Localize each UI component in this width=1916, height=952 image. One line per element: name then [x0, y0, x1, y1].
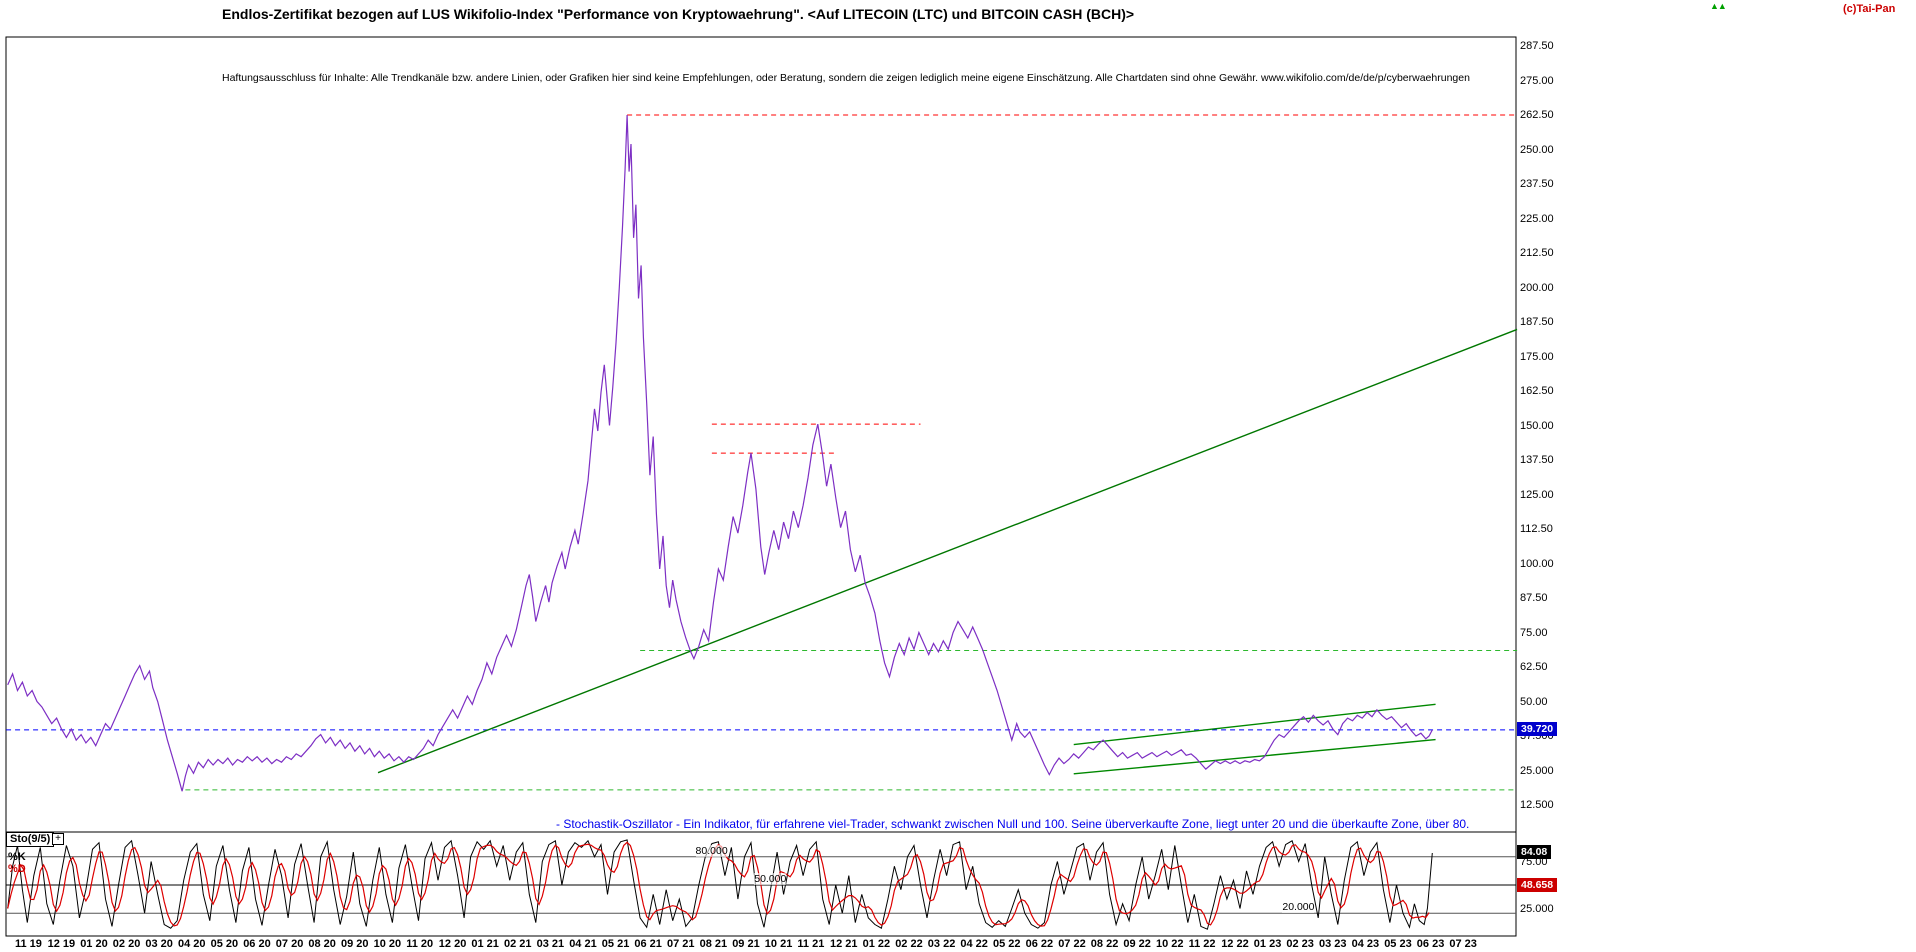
x-axis-label: 03 20: [145, 938, 173, 950]
x-axis-label: 01 20: [80, 938, 108, 950]
x-axis-label: 05 21: [601, 938, 630, 950]
x-axis-label: 01 22: [862, 938, 891, 950]
pane-frames: [5, 36, 1517, 937]
x-axis-label: 06 22: [1025, 938, 1054, 950]
x-axis-label: 10 21: [764, 938, 793, 950]
oscillator-pane-frame: [5, 831, 1517, 937]
stochastic-d-line: [7, 841, 1430, 927]
x-axis-label: 10 20: [373, 938, 402, 950]
copyright-label: (c)Tai-Pan: [1843, 3, 1896, 15]
stochastic-k-line: [7, 839, 1433, 930]
price-axis-label: 237.50: [1520, 178, 1554, 190]
x-axis-label: 03 22: [927, 938, 956, 950]
up-arrows-icon: ▲▲: [1710, 1, 1727, 11]
x-axis-label: 02 21: [504, 938, 532, 950]
price-axis-label: 87.50: [1520, 592, 1548, 604]
price-pane-frame: [5, 36, 1517, 833]
price-axis-label: 262.50: [1520, 109, 1554, 121]
x-axis-label: 12 22: [1221, 938, 1249, 950]
x-axis-label: 02 23: [1286, 938, 1314, 950]
trend-lines: [377, 328, 1518, 775]
oscillator-level-label: 80.000: [695, 844, 728, 857]
dashed-level-lines: [6, 114, 1518, 791]
oscillator-note: - Stochastik-Oszillator - Ein Indikator,…: [556, 817, 1470, 831]
x-axis-label: 05 22: [993, 938, 1021, 950]
x-axis-label: 08 21: [699, 938, 728, 950]
price-line: [7, 114, 1433, 792]
x-axis-label: 08 22: [1090, 938, 1119, 950]
price-axis-label: 100.00: [1520, 557, 1554, 570]
disclaimer-text: Haftungsausschluss für Inhalte: Alle Tre…: [222, 72, 1470, 84]
oscillator-axis-label: 25.000: [1520, 902, 1554, 915]
x-axis-label: 04 23: [1351, 938, 1380, 950]
x-axis-label: 09 20: [341, 938, 369, 950]
price-axis-label: 200.00: [1520, 281, 1554, 294]
x-axis-label: 09 21: [732, 938, 760, 950]
price-axis-label: 225.00: [1520, 212, 1554, 225]
x-axis-label: 11 22: [1188, 938, 1216, 950]
x-axis-label: 05 23: [1384, 938, 1412, 950]
x-axis-label: 01 23: [1253, 938, 1282, 950]
x-axis-label: 10 22: [1156, 938, 1184, 950]
price-axis-label: 187.50: [1520, 316, 1554, 328]
x-axis-label: 07 20: [275, 938, 304, 950]
x-axis-label: 07 23: [1449, 938, 1477, 950]
x-axis-label: 07 22: [1058, 938, 1086, 950]
oscillator-group: [6, 839, 1516, 930]
price-axis-label: 137.50: [1520, 454, 1554, 466]
x-axis-label: 11 20: [406, 938, 434, 950]
x-axis-label: 02 22: [895, 938, 923, 950]
x-axis-label: 01 21: [471, 938, 499, 950]
price-axis-label: 50.00: [1520, 695, 1548, 708]
trend-line: [1073, 738, 1436, 775]
k-series-label: %K: [8, 851, 26, 863]
x-axis-label: 02 20: [112, 938, 141, 950]
d-value-badge: 48.658: [1517, 878, 1558, 893]
price-axis-label: 162.50: [1520, 385, 1554, 397]
trend-line: [377, 328, 1518, 774]
k-value-badge: 84.08: [1517, 844, 1552, 859]
x-axis-label: 07 21: [667, 938, 695, 950]
x-axis-label: 12 19: [47, 938, 76, 950]
x-axis-label: 04 20: [178, 938, 206, 950]
x-axis-label: 11 21: [797, 938, 825, 950]
oscillator-level-label: 50.000: [754, 873, 787, 885]
x-axis-label: 04 22: [960, 938, 988, 950]
x-axis-label: 08 20: [308, 938, 336, 950]
x-axis-label: 06 21: [634, 938, 662, 950]
x-axis-label: 09 22: [1123, 938, 1151, 950]
price-axis-label: 125.00: [1520, 488, 1554, 501]
indicator-label[interactable]: Sto(9/5): [6, 832, 55, 847]
d-series-label: %D: [8, 863, 26, 875]
trend-line: [1073, 703, 1436, 746]
oscillator-level-label: 20.000: [1282, 901, 1315, 914]
x-axis-label: 06 20: [243, 938, 271, 950]
x-axis-label: 12 20: [438, 938, 467, 950]
expand-indicator-button[interactable]: +: [52, 833, 64, 845]
x-axis-label: 04 21: [569, 938, 597, 950]
price-axis-label: 150.00: [1520, 419, 1554, 432]
price-axis-label: 287.50: [1520, 40, 1554, 52]
price-line-group: [7, 114, 1433, 792]
x-axis-label: 03 23: [1319, 938, 1347, 950]
price-axis-label: 25.000: [1520, 764, 1554, 777]
price-axis-label: 175.00: [1520, 350, 1554, 363]
x-axis-label: 12 21: [830, 938, 858, 950]
last-price-badge: 39.720: [1517, 721, 1558, 736]
x-axis-label: 05 20: [210, 938, 239, 950]
x-axis-label: 03 21: [536, 938, 565, 950]
price-axis-label: 212.50: [1520, 247, 1554, 259]
x-axis-label: 06 23: [1416, 938, 1445, 950]
price-axis-label: 75.00: [1520, 626, 1548, 639]
price-axis-label: 275.00: [1520, 74, 1554, 87]
x-axis-label: 11 19: [15, 938, 42, 950]
price-axis-label: 250.00: [1520, 143, 1554, 156]
chart-title: Endlos-Zertifikat bezogen auf LUS Wikifo…: [222, 6, 1135, 22]
price-axis-label: 62.50: [1520, 661, 1548, 673]
price-axis-label: 12.500: [1520, 799, 1554, 811]
price-axis-label: 112.50: [1520, 523, 1553, 535]
